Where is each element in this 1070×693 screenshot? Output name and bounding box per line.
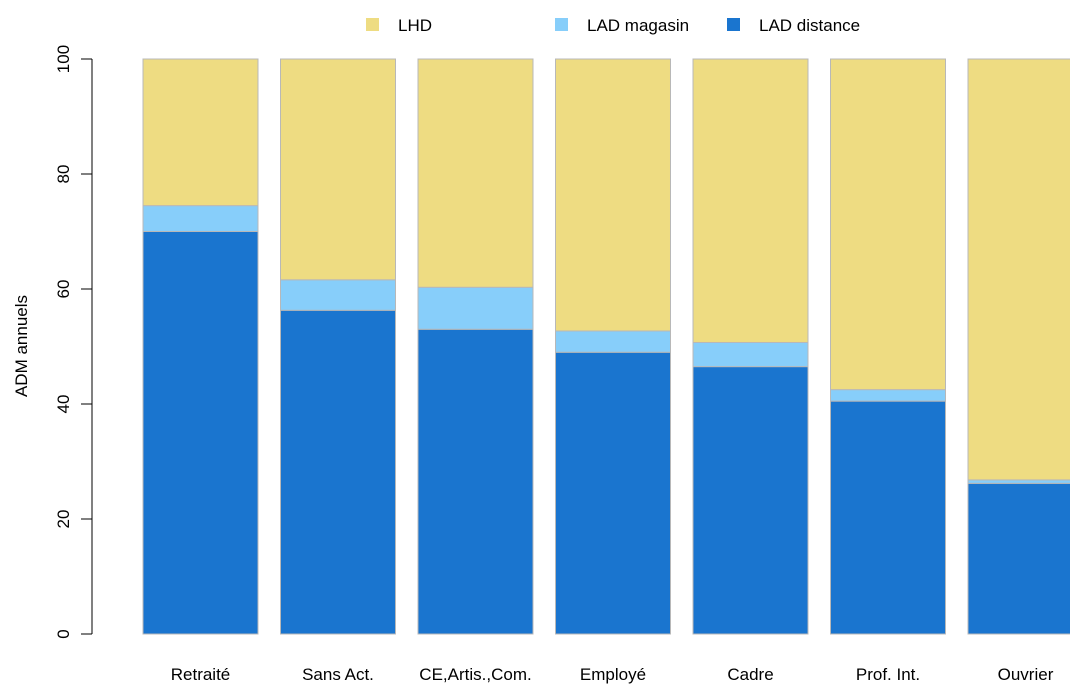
bar-segment <box>280 279 396 311</box>
legend-swatch <box>727 18 740 31</box>
x-tick-label: Prof. Int. <box>856 665 920 684</box>
legend-label: LHD <box>398 16 432 35</box>
x-tick-label: Employé <box>580 665 646 684</box>
bar-segment <box>692 58 809 343</box>
bar-segment <box>967 479 1070 484</box>
x-tick-label: Cadre <box>727 665 773 684</box>
legend-swatch <box>555 18 568 31</box>
bar-segment <box>967 482 1070 635</box>
x-tick-label: Ouvrier <box>998 665 1054 684</box>
x-axis-labels: Retraité Sans Act. CE,Artis.,Com. Employé Ca… <box>171 665 1054 684</box>
bar-segment <box>142 58 259 207</box>
legend-swatch <box>366 18 379 31</box>
bar-segment <box>830 389 946 402</box>
bar-segment <box>417 286 534 330</box>
bar-segment <box>830 400 946 635</box>
x-tick-label: Sans Act. <box>302 665 374 684</box>
bar-segment <box>555 351 671 635</box>
y-tick-label: 60 <box>54 280 73 299</box>
bar-segment <box>280 309 396 635</box>
y-tick-label: 80 <box>54 165 73 184</box>
bar-segment <box>417 328 534 635</box>
bar-segment <box>142 231 259 635</box>
bars-group <box>142 58 1070 635</box>
y-tick-label: 20 <box>54 510 73 529</box>
bar-segment <box>692 341 809 368</box>
bar-segment <box>142 205 259 232</box>
y-axis: 0 20 40 60 80 100 <box>54 45 93 639</box>
bar-segment <box>555 58 671 332</box>
bar-segment <box>830 58 946 391</box>
x-tick-label: CE,Artis.,Com. <box>419 665 531 684</box>
bar-segment <box>280 58 396 281</box>
y-tick-label: 0 <box>54 629 73 638</box>
x-tick-label: Retraité <box>171 665 231 684</box>
bar-segment <box>555 330 671 353</box>
y-tick-label: 40 <box>54 395 73 414</box>
legend-label: LAD magasin <box>587 16 689 35</box>
y-axis-title: ADM annuels <box>12 295 31 397</box>
bar-segment <box>692 366 809 635</box>
bar-segment <box>417 58 534 288</box>
legend-label: LAD distance <box>759 16 860 35</box>
y-tick-label: 100 <box>54 45 73 73</box>
bar-segment <box>967 58 1070 481</box>
legend: LHD LAD magasin LAD distance <box>366 16 860 35</box>
